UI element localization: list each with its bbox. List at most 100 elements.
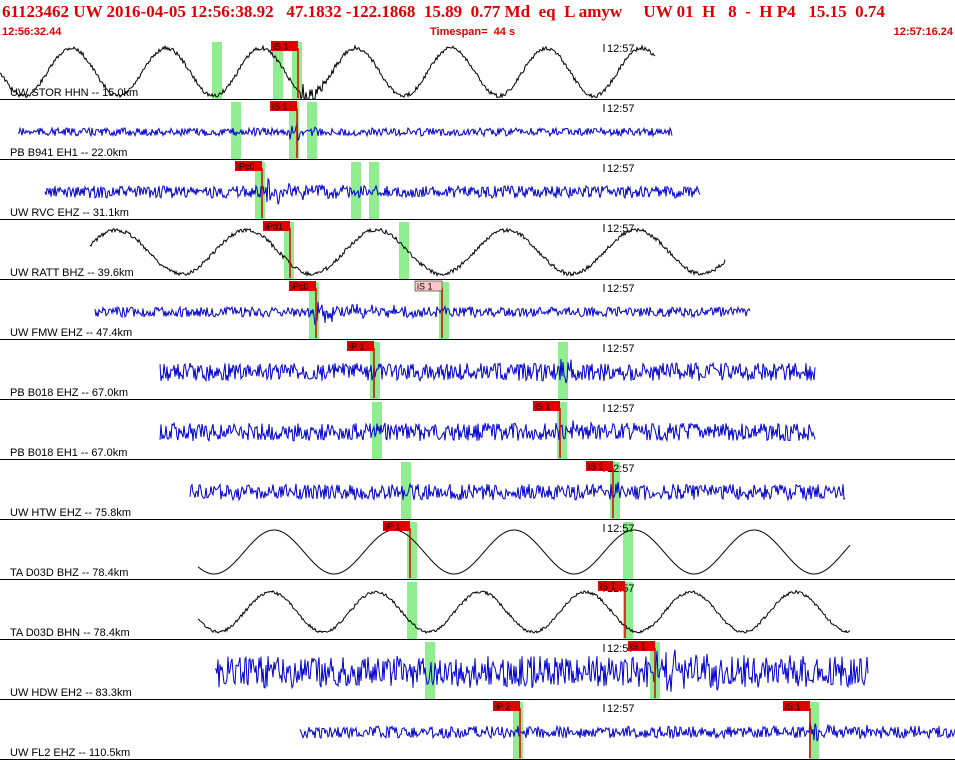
pick-label-box[interactable] (598, 581, 625, 591)
waveform (17, 123, 673, 142)
amplitude-window (399, 222, 409, 279)
event-summary-title: 61123462 UW 2016-04-05 12:56:38.92 47.18… (2, 2, 885, 21)
station-label: PB B941 EH1 -- 22.0km (10, 147, 127, 159)
amplitude-window (370, 342, 380, 399)
pick-label: iS 1 (600, 582, 616, 592)
minute-label: 12:57 (607, 523, 635, 535)
minute-label: 12:57 (607, 463, 635, 475)
waveform (44, 177, 701, 205)
amplitude-window (292, 42, 302, 99)
waveform (197, 589, 851, 634)
minute-label: 12:57 (607, 403, 635, 415)
station-label: UW HTW EHZ -- 75.8km (10, 507, 131, 519)
amplitude-window (284, 222, 294, 279)
pick-label: iPc0 (237, 162, 255, 172)
station-label: UW STOR HHN -- 15.0km (10, 87, 138, 99)
amplitude-window (558, 342, 568, 399)
minute-label: 12:57 (607, 103, 635, 115)
pick-label: iP 1 (385, 522, 400, 532)
start-time-label: 12:56:32.44 (2, 26, 62, 38)
pick-label: iS 1 (535, 402, 551, 412)
minute-label: 12:57 (607, 643, 635, 655)
amplitude-window (623, 522, 633, 579)
waveform (89, 227, 726, 277)
waveform (299, 721, 955, 742)
amplitude-window (407, 522, 417, 579)
trace-row[interactable]: 12:57 iPd1 UW RATT BHZ -- 39.6km (0, 221, 955, 280)
amplitude-window (439, 282, 449, 339)
pick-label-box[interactable] (271, 41, 298, 51)
amplitude-window (273, 42, 283, 99)
pick-label-box[interactable] (270, 101, 297, 111)
pick-label-box[interactable] (235, 161, 262, 171)
station-label: UW FL2 EHZ -- 110.5km (10, 747, 130, 759)
waveform (197, 529, 851, 575)
amplitude-window (372, 402, 382, 459)
pick-label-box[interactable] (289, 281, 316, 291)
waveform (159, 359, 816, 384)
amplitude-window (309, 282, 319, 339)
end-time-label: 12:57:16.24 (893, 26, 953, 38)
minute-label: 12:57 (607, 703, 635, 715)
pick-label: iS 1 (273, 42, 289, 52)
timespan-label: Timespan= 44 s (430, 26, 516, 38)
trace-row[interactable]: 12:57 iP 1 TA D03D BHZ -- 78.4km (0, 521, 955, 580)
amplitude-window (351, 162, 361, 219)
pick-label-box[interactable] (533, 401, 560, 411)
pick-label-box[interactable] (414, 280, 443, 292)
pick-label-box[interactable] (383, 521, 410, 531)
trace-row[interactable]: 12:57 iS 1 PB B018 EH1 -- 67.0km (0, 401, 955, 460)
pick-label: iS 1 (785, 702, 801, 712)
amplitude-window (401, 462, 411, 519)
station-label: UW RATT BHZ -- 39.6km (10, 267, 134, 279)
pick-label-box[interactable] (628, 641, 655, 651)
amplitude-window (623, 582, 633, 639)
pick-label: iS 1 (417, 282, 433, 292)
station-label: TA D03D BHZ -- 78.4km (10, 567, 128, 579)
pick-label-box[interactable] (493, 701, 520, 711)
trace-row[interactable]: 12:57 iPc0 iS 1 UW FMW EHZ -- 47.4km (0, 280, 955, 340)
amplitude-window (231, 102, 241, 159)
pick-label-box[interactable] (783, 701, 810, 711)
pick-label: iPd1 (265, 222, 283, 232)
waveform (159, 420, 816, 443)
amplitude-window (289, 102, 299, 159)
amplitude-window (212, 42, 222, 99)
trace-row[interactable]: 12:57 iS 1 PB B941 EH1 -- 22.0km (0, 101, 955, 160)
pick-label: iS 1 (272, 102, 288, 112)
amplitude-window (255, 162, 265, 219)
minute-label: 12:57 (607, 283, 635, 295)
pick-label-box[interactable] (263, 221, 290, 231)
minute-label: 12:57 (607, 163, 635, 175)
minute-label: 12:57 (607, 343, 635, 355)
station-label: TA D03D BHN -- 78.4km (10, 627, 130, 639)
amplitude-window (307, 102, 317, 159)
pick-label-box[interactable] (347, 341, 374, 351)
amplitude-window (407, 582, 417, 639)
pick-label-box[interactable] (586, 461, 613, 471)
station-label: UW HDW EH2 -- 83.3km (10, 687, 132, 699)
station-label: PB B018 EHZ -- 67.0km (10, 387, 128, 399)
station-label: PB B018 EH1 -- 67.0km (10, 447, 127, 459)
minute-label: 12:57 (607, 43, 635, 55)
waveform (214, 649, 869, 692)
pick-label: iP 2 (495, 702, 510, 712)
pick-label: iS 1 (630, 642, 646, 652)
station-label: UW FMW EHZ -- 47.4km (10, 327, 132, 339)
trace-row[interactable]: 12:57 iP 1 PB B018 EHZ -- 67.0km (0, 341, 955, 400)
trace-row[interactable]: 12:57 iPc0 UW RVC EHZ -- 31.1km (0, 161, 955, 220)
pick-label: iPc0 (291, 282, 309, 292)
waveform (94, 301, 751, 326)
waveform (189, 481, 846, 502)
trace-row[interactable]: 12:57 iP 2 iS 1 UW FL2 EHZ -- 110.5km (0, 701, 955, 760)
minute-label: 12:57 (607, 223, 635, 235)
amplitude-window (809, 702, 819, 759)
station-label: UW RVC EHZ -- 31.1km (10, 207, 129, 219)
trace-row[interactable]: 12:57 iS 1 UW STOR HHN -- 15.0km (0, 41, 955, 101)
waveform (0, 44, 656, 101)
pick-label: iS 1 (588, 462, 604, 472)
